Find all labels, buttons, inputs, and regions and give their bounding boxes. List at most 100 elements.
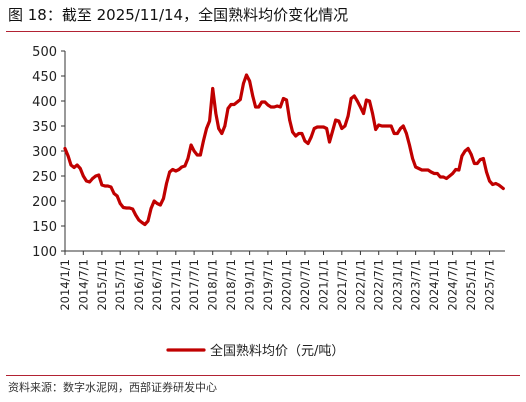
data-point	[300, 132, 304, 135]
data-point	[168, 170, 172, 174]
data-point	[285, 98, 288, 102]
data-point	[254, 105, 257, 109]
data-point	[257, 105, 261, 109]
data-point	[423, 168, 427, 172]
x-tick-label: 2019/7/1	[261, 259, 275, 311]
x-tick-label: 2017/7/1	[187, 259, 201, 311]
data-point	[205, 127, 208, 130]
data-point	[291, 130, 294, 134]
x-tick-label: 2025/1/1	[464, 259, 478, 311]
data-point	[349, 97, 353, 100]
y-tick-label: 450	[32, 70, 57, 85]
data-point	[177, 168, 181, 171]
data-point	[217, 127, 221, 130]
data-point	[242, 82, 245, 85]
data-point	[189, 143, 193, 147]
data-point	[140, 221, 144, 224]
data-point	[297, 132, 301, 135]
x-tick-label: 2023/7/1	[409, 259, 423, 311]
data-point	[171, 168, 175, 171]
data-point	[501, 187, 505, 190]
title-rule	[6, 31, 520, 32]
data-point	[100, 183, 104, 187]
data-point	[346, 114, 350, 118]
data-point	[275, 104, 279, 108]
data-point	[137, 218, 141, 222]
data-point	[451, 172, 455, 175]
data-point	[306, 142, 310, 145]
data-point	[355, 99, 359, 103]
x-tick-label: 2016/1/1	[132, 259, 146, 311]
data-point	[343, 124, 347, 128]
x-tick-label: 2019/1/1	[243, 259, 257, 311]
data-point	[91, 177, 94, 180]
legend-label: 全国熟料均价（元/吨）	[210, 343, 344, 359]
data-point	[149, 207, 153, 210]
y-tick-label: 100	[32, 245, 57, 260]
data-point	[75, 163, 79, 167]
data-point	[115, 194, 119, 198]
data-point	[389, 124, 393, 128]
data-point	[309, 135, 313, 139]
data-point	[405, 132, 408, 135]
data-point	[94, 174, 98, 178]
data-point	[303, 139, 307, 143]
y-tick-label: 150	[32, 220, 57, 235]
x-tick-label: 2017/1/1	[169, 259, 183, 311]
data-point	[368, 99, 371, 103]
data-point	[269, 105, 273, 109]
data-point	[66, 154, 70, 158]
x-tick-label: 2015/7/1	[113, 259, 127, 311]
data-point	[186, 157, 190, 160]
data-point	[435, 172, 439, 175]
data-point	[272, 105, 276, 109]
x-tick-label: 2018/7/1	[224, 259, 238, 311]
data-point	[395, 132, 399, 135]
y-axis: 100 150 200 250 300 350 400 450 500	[32, 45, 66, 260]
data-point	[195, 153, 199, 157]
data-point	[125, 206, 128, 210]
data-point	[155, 202, 159, 205]
data-point	[466, 147, 470, 150]
data-point	[174, 169, 178, 173]
data-point	[325, 127, 329, 130]
data-point	[235, 100, 239, 104]
data-point	[118, 202, 122, 205]
x-tick-label: 2021/7/1	[335, 259, 349, 311]
data-point	[322, 125, 325, 129]
data-point	[220, 132, 224, 135]
data-point	[318, 125, 322, 129]
data-point	[112, 192, 116, 195]
data-point	[337, 119, 341, 123]
data-point	[165, 182, 168, 185]
data-point	[78, 167, 82, 170]
data-point	[420, 168, 424, 172]
data-point	[152, 199, 156, 203]
x-axis: 2014/1/1 2014/7/1 2015/1/1 2015/7/1 2016/1/1…	[58, 250, 505, 311]
data-point	[475, 162, 479, 165]
data-point	[245, 73, 248, 77]
data-point	[478, 158, 482, 161]
data-point	[417, 167, 421, 170]
y-tick-label: 350	[32, 120, 57, 135]
x-tick-label: 2022/7/1	[372, 259, 386, 311]
data-point	[211, 87, 215, 90]
data-point	[183, 164, 187, 168]
legend: 全国熟料均价（元/吨）	[166, 343, 344, 359]
data-point	[399, 127, 402, 130]
data-point	[414, 165, 418, 169]
series-layer	[63, 73, 505, 227]
data-point	[371, 112, 374, 115]
data-point	[162, 197, 165, 200]
data-point	[81, 174, 85, 178]
data-point	[312, 127, 316, 130]
data-point	[331, 129, 335, 133]
x-tick-label: 2014/7/1	[76, 259, 90, 311]
data-point	[248, 79, 252, 83]
y-tick-label: 500	[32, 45, 57, 60]
data-point	[202, 139, 205, 143]
data-point	[445, 177, 448, 180]
data-point	[383, 124, 387, 128]
data-point	[359, 105, 362, 109]
data-point	[131, 207, 135, 211]
